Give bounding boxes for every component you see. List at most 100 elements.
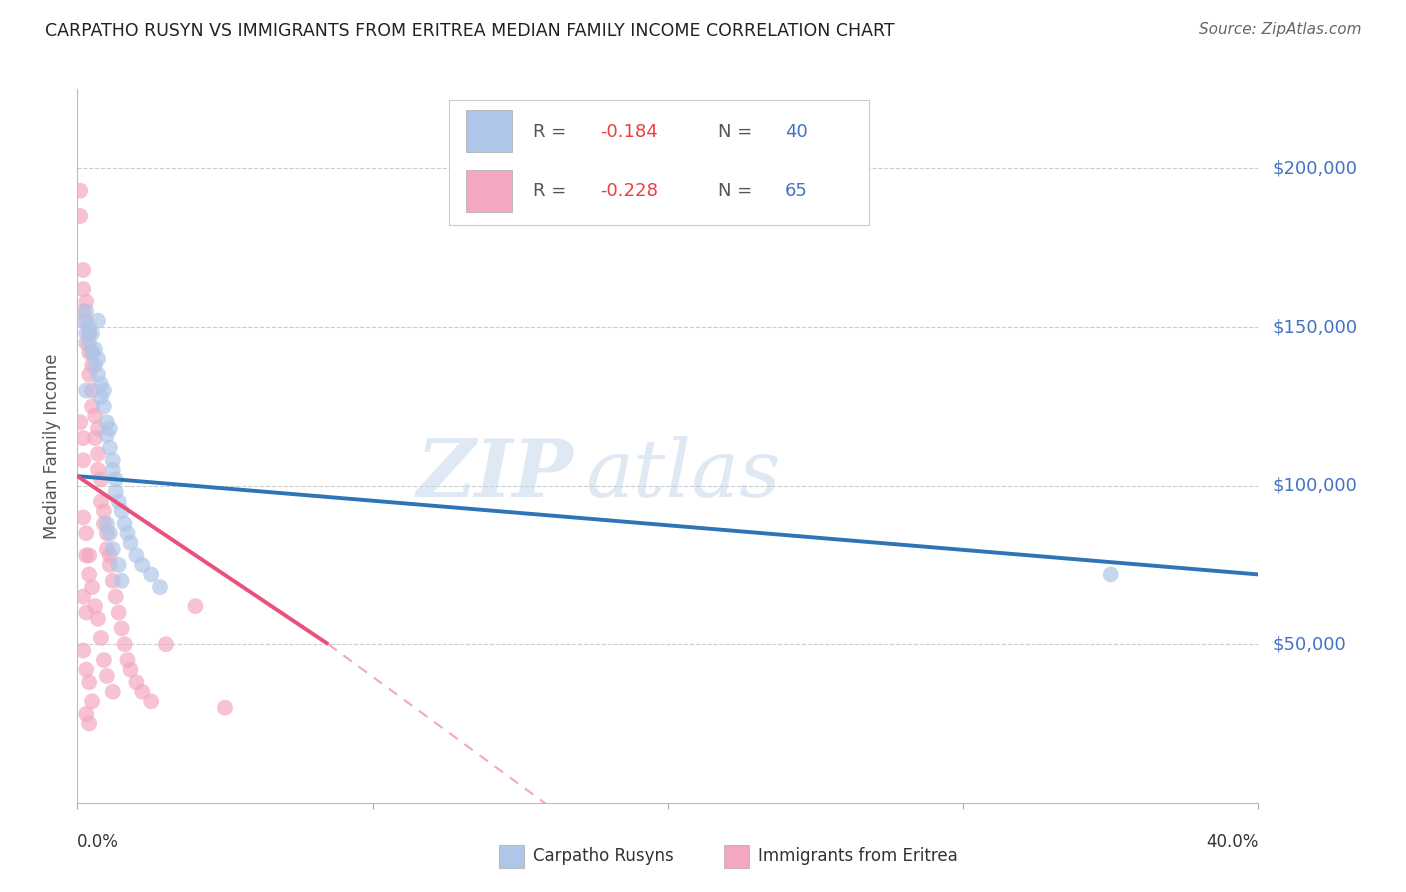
Text: 0.0%: 0.0%: [77, 833, 120, 851]
Point: [84, 343, 107, 357]
Point: [77, 716, 100, 731]
Point: [77, 326, 100, 341]
Point: [82, 358, 104, 372]
Point: [90, 631, 112, 645]
Text: $200,000: $200,000: [1272, 160, 1357, 178]
Point: [107, 558, 129, 572]
Point: [98, 441, 121, 455]
Point: [1099, 567, 1122, 582]
Point: [77, 549, 100, 563]
Point: [131, 685, 153, 699]
Point: [96, 516, 118, 531]
Point: [77, 326, 100, 341]
Point: [82, 326, 104, 341]
Point: [120, 663, 142, 677]
Point: [77, 675, 100, 690]
Point: [82, 580, 104, 594]
Point: [75, 326, 97, 341]
Point: [111, 621, 132, 635]
Point: [93, 384, 115, 398]
Point: [72, 590, 94, 604]
Point: [75, 314, 97, 328]
Point: [111, 574, 132, 588]
Point: [72, 643, 94, 657]
Point: [87, 421, 110, 435]
Point: [117, 526, 139, 541]
Point: [84, 409, 107, 423]
Point: [84, 358, 107, 372]
Point: [90, 472, 112, 486]
Point: [75, 549, 97, 563]
Y-axis label: Median Family Income: Median Family Income: [44, 353, 62, 539]
Point: [93, 653, 115, 667]
Point: [72, 510, 94, 524]
Point: [72, 304, 94, 318]
Point: [82, 345, 104, 359]
Point: [104, 472, 127, 486]
Point: [98, 421, 121, 435]
Point: [125, 549, 148, 563]
Point: [101, 685, 124, 699]
Point: [82, 345, 104, 359]
Point: [101, 574, 124, 588]
Point: [107, 494, 129, 508]
Point: [101, 542, 124, 557]
Point: [98, 558, 121, 572]
Point: [77, 567, 100, 582]
Point: [84, 431, 107, 445]
Point: [72, 282, 94, 296]
Point: [87, 351, 110, 366]
Point: [96, 428, 118, 442]
Point: [184, 599, 207, 614]
Point: [75, 384, 97, 398]
Point: [131, 558, 153, 572]
Point: [82, 384, 104, 398]
Point: [111, 504, 132, 518]
Text: atlas: atlas: [585, 436, 780, 513]
Point: [141, 694, 163, 708]
Point: [75, 294, 97, 309]
Text: 40.0%: 40.0%: [1206, 833, 1258, 851]
Point: [75, 304, 97, 318]
Point: [69, 415, 91, 429]
Text: $50,000: $50,000: [1272, 635, 1346, 653]
Point: [75, 706, 97, 721]
Point: [75, 335, 97, 350]
Point: [84, 599, 107, 614]
Point: [69, 184, 91, 198]
Text: $100,000: $100,000: [1272, 476, 1357, 495]
Point: [93, 504, 115, 518]
Point: [77, 335, 100, 350]
Point: [214, 700, 236, 714]
Point: [96, 542, 118, 557]
Point: [75, 526, 97, 541]
Point: [93, 516, 115, 531]
Point: [104, 590, 127, 604]
Point: [87, 314, 110, 328]
Point: [101, 453, 124, 467]
Text: Carpatho Rusyns: Carpatho Rusyns: [533, 847, 673, 865]
Point: [101, 463, 124, 477]
Text: Source: ZipAtlas.com: Source: ZipAtlas.com: [1198, 22, 1361, 37]
Point: [72, 314, 94, 328]
Point: [96, 669, 118, 683]
Point: [114, 516, 136, 531]
Point: [72, 453, 94, 467]
Text: ZIP: ZIP: [416, 436, 574, 513]
Point: [104, 485, 127, 500]
Point: [98, 526, 121, 541]
Point: [77, 368, 100, 382]
Point: [96, 415, 118, 429]
Point: [87, 612, 110, 626]
Point: [125, 675, 148, 690]
Point: [149, 580, 172, 594]
Point: [90, 390, 112, 404]
Point: [82, 400, 104, 414]
Point: [69, 209, 91, 223]
Point: [90, 494, 112, 508]
Point: [75, 606, 97, 620]
Point: [77, 320, 100, 334]
Point: [87, 447, 110, 461]
Point: [96, 526, 118, 541]
Point: [155, 637, 177, 651]
